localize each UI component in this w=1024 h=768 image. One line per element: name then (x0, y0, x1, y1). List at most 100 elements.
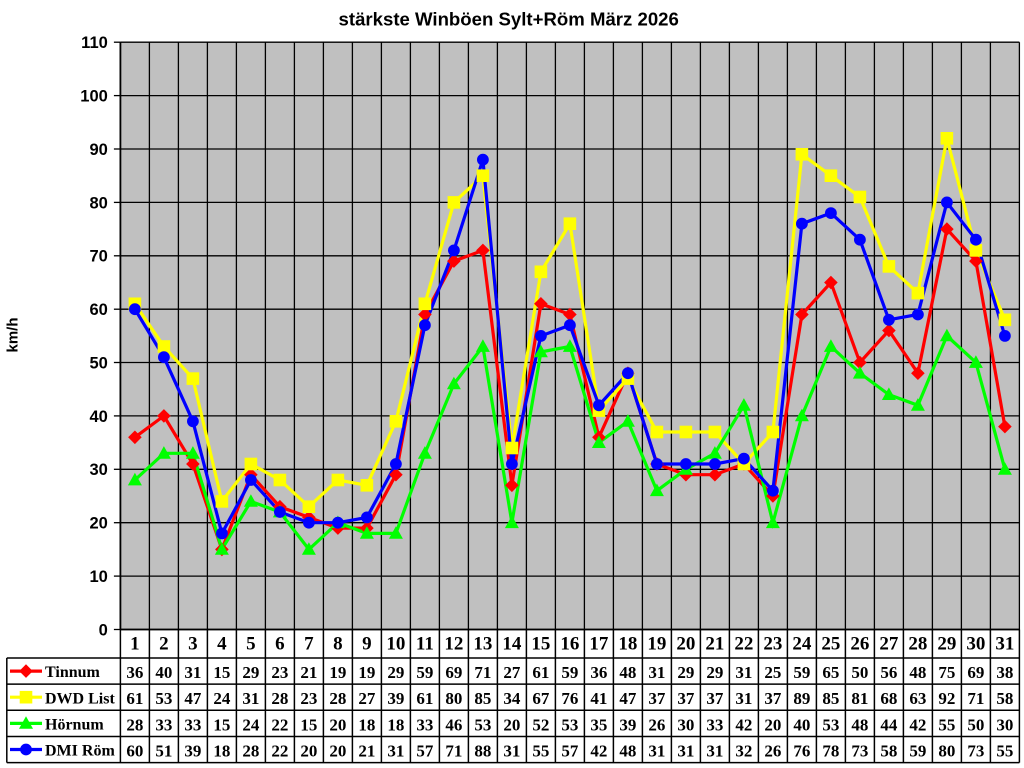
svg-text:2: 2 (159, 634, 169, 655)
svg-text:37: 37 (706, 689, 724, 708)
svg-text:51: 51 (155, 742, 172, 761)
svg-text:69: 69 (445, 663, 462, 682)
svg-text:31: 31 (648, 742, 665, 761)
svg-text:50: 50 (967, 715, 984, 734)
svg-text:92: 92 (938, 689, 955, 708)
svg-text:75: 75 (938, 663, 955, 682)
svg-text:22: 22 (271, 715, 288, 734)
svg-text:59: 59 (561, 663, 578, 682)
svg-text:71: 71 (967, 689, 984, 708)
svg-text:58: 58 (880, 742, 897, 761)
svg-text:53: 53 (561, 715, 578, 734)
svg-text:15: 15 (213, 663, 230, 682)
svg-text:47: 47 (619, 689, 637, 708)
svg-text:9: 9 (362, 634, 372, 655)
svg-text:18: 18 (358, 715, 375, 734)
svg-text:21: 21 (358, 742, 375, 761)
svg-text:11: 11 (416, 634, 434, 655)
svg-text:21: 21 (300, 663, 317, 682)
svg-text:33: 33 (184, 715, 201, 734)
svg-text:52: 52 (532, 715, 549, 734)
svg-text:5: 5 (246, 634, 256, 655)
svg-text:65: 65 (822, 663, 839, 682)
svg-text:15: 15 (531, 634, 550, 655)
svg-text:20: 20 (764, 715, 781, 734)
svg-text:33: 33 (706, 715, 723, 734)
svg-text:km/h: km/h (5, 317, 22, 352)
svg-text:31: 31 (677, 742, 694, 761)
svg-text:Tinnum: Tinnum (45, 664, 101, 681)
svg-text:48: 48 (619, 663, 636, 682)
svg-text:60: 60 (126, 742, 143, 761)
svg-text:25: 25 (821, 634, 840, 655)
svg-text:100: 100 (80, 88, 108, 106)
svg-text:20: 20 (329, 742, 346, 761)
svg-text:31: 31 (995, 634, 1014, 655)
svg-text:78: 78 (822, 742, 839, 761)
svg-text:80: 80 (89, 194, 107, 212)
svg-text:7: 7 (304, 634, 314, 655)
svg-text:4: 4 (217, 634, 227, 655)
svg-text:24: 24 (213, 689, 231, 708)
svg-text:80: 80 (445, 689, 462, 708)
svg-text:27: 27 (358, 689, 376, 708)
svg-text:53: 53 (474, 715, 491, 734)
svg-text:28: 28 (329, 689, 346, 708)
svg-text:36: 36 (590, 663, 607, 682)
svg-text:6: 6 (275, 634, 285, 655)
svg-text:31: 31 (648, 663, 665, 682)
svg-text:17: 17 (589, 634, 609, 655)
svg-text:18: 18 (213, 742, 230, 761)
svg-text:20: 20 (300, 742, 317, 761)
svg-text:12: 12 (444, 634, 463, 655)
svg-text:25: 25 (764, 663, 781, 682)
svg-text:48: 48 (909, 663, 926, 682)
svg-text:22: 22 (734, 634, 753, 655)
svg-text:42: 42 (590, 742, 607, 761)
svg-text:10: 10 (89, 568, 107, 586)
svg-text:16: 16 (560, 634, 579, 655)
svg-text:61: 61 (532, 663, 549, 682)
svg-text:27: 27 (503, 663, 521, 682)
svg-text:19: 19 (329, 663, 346, 682)
svg-text:20: 20 (503, 715, 520, 734)
svg-text:8: 8 (333, 634, 343, 655)
svg-text:30: 30 (89, 461, 107, 479)
svg-text:50: 50 (851, 663, 868, 682)
svg-text:28: 28 (242, 742, 259, 761)
svg-text:76: 76 (561, 689, 578, 708)
svg-text:Hörnum: Hörnum (45, 717, 104, 734)
svg-text:58: 58 (996, 689, 1013, 708)
svg-text:89: 89 (793, 689, 810, 708)
svg-text:40: 40 (89, 408, 107, 426)
svg-text:20: 20 (329, 715, 346, 734)
svg-text:40: 40 (793, 715, 810, 734)
svg-text:15: 15 (300, 715, 317, 734)
svg-text:29: 29 (677, 663, 694, 682)
svg-text:53: 53 (155, 689, 172, 708)
svg-text:61: 61 (416, 689, 433, 708)
svg-text:50: 50 (89, 354, 107, 372)
svg-text:21: 21 (705, 634, 724, 655)
svg-text:71: 71 (474, 663, 491, 682)
svg-text:18: 18 (387, 715, 404, 734)
svg-text:23: 23 (300, 689, 317, 708)
svg-text:55: 55 (532, 742, 549, 761)
svg-text:37: 37 (677, 689, 695, 708)
svg-text:40: 40 (155, 663, 172, 682)
svg-text:39: 39 (619, 715, 636, 734)
svg-text:18: 18 (618, 634, 637, 655)
svg-text:56: 56 (880, 663, 897, 682)
svg-text:stärkste Winböen Sylt+Röm März: stärkste Winböen Sylt+Röm März 2026 (339, 8, 679, 29)
svg-text:90: 90 (89, 141, 107, 159)
svg-text:37: 37 (648, 689, 666, 708)
svg-text:110: 110 (81, 34, 108, 52)
svg-text:46: 46 (445, 715, 462, 734)
svg-text:20: 20 (676, 634, 695, 655)
svg-text:76: 76 (793, 742, 810, 761)
svg-text:36: 36 (126, 663, 143, 682)
svg-text:23: 23 (763, 634, 782, 655)
svg-text:48: 48 (619, 742, 636, 761)
svg-text:29: 29 (242, 663, 259, 682)
svg-text:73: 73 (851, 742, 868, 761)
